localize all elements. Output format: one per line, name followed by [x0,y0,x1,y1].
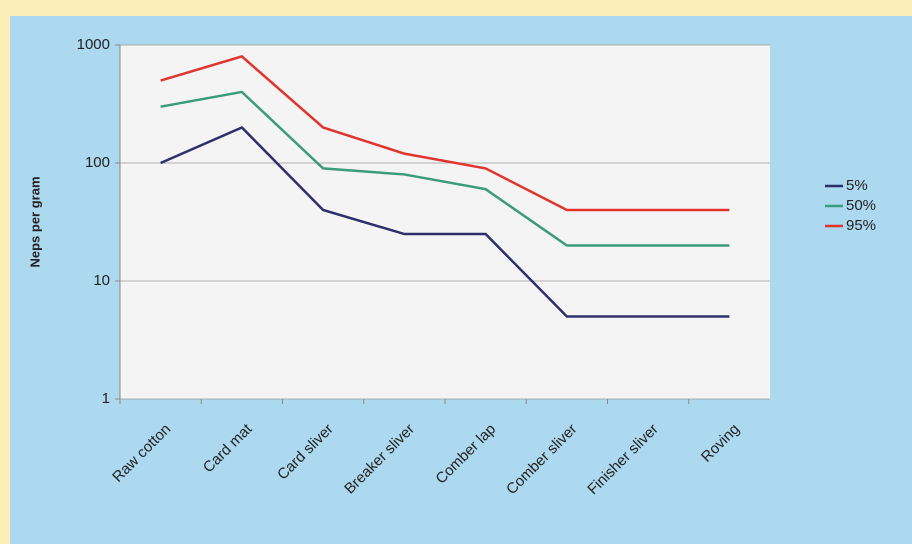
y-tick-label: 100 [85,154,110,171]
y-tick-label: 1 [102,390,110,407]
y-tick-label: 10 [93,272,110,289]
line-series [160,90,730,247]
legend-label: 5% [846,177,868,194]
legend-label: 50% [846,197,876,214]
line-series [160,125,730,318]
legend-label: 95% [846,217,876,234]
line-series [160,55,730,212]
y-tick-label: 1000 [77,36,110,53]
y-axis-label: Neps per gram [27,176,42,267]
plot-area [120,45,770,399]
